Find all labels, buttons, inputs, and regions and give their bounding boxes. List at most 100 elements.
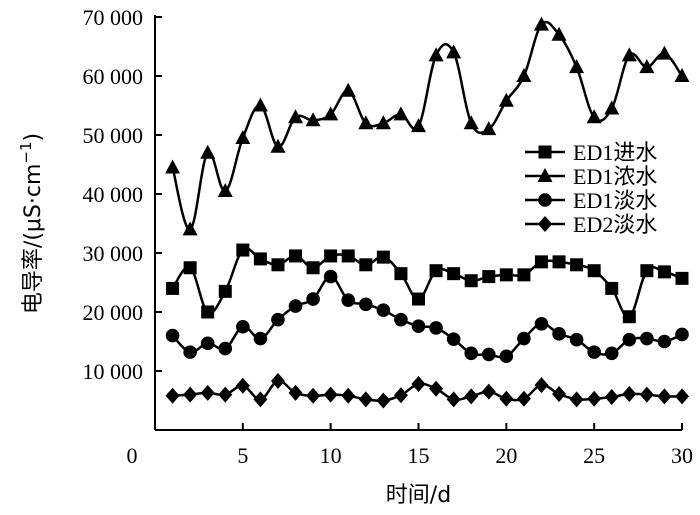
data-point-triangle bbox=[639, 59, 655, 74]
data-point-square bbox=[605, 281, 619, 295]
data-point-triangle bbox=[569, 59, 585, 74]
legend-item: ED1浓水 bbox=[525, 164, 657, 189]
x-tick-label: 25 bbox=[583, 443, 605, 468]
x-tick-label: 20 bbox=[495, 443, 517, 468]
data-point-triangle bbox=[604, 100, 620, 115]
data-point-diamond bbox=[657, 388, 672, 405]
x-tick-label: 15 bbox=[408, 443, 430, 468]
data-point-diamond bbox=[587, 390, 602, 407]
data-point-square bbox=[341, 249, 355, 263]
data-point-square bbox=[482, 270, 496, 284]
data-point-square bbox=[657, 265, 671, 279]
data-point-diamond bbox=[446, 391, 461, 408]
data-point-triangle bbox=[586, 109, 602, 124]
data-point-circle bbox=[183, 345, 197, 359]
data-point-circle bbox=[499, 349, 514, 364]
data-point-diamond bbox=[270, 373, 285, 390]
data-point-triangle bbox=[428, 47, 444, 62]
data-point-diamond bbox=[341, 387, 356, 404]
y-axis-title-superscript: −1 bbox=[17, 141, 35, 163]
data-point-square bbox=[218, 284, 232, 298]
legend-label: ED1淡水 bbox=[573, 188, 657, 213]
data-point-square bbox=[640, 264, 654, 278]
data-point-circle bbox=[429, 321, 443, 335]
data-point-triangle bbox=[533, 16, 549, 31]
legend-item: ED1进水 bbox=[525, 140, 657, 165]
data-point-square bbox=[447, 267, 461, 281]
data-point-diamond bbox=[411, 375, 426, 392]
data-point-square bbox=[517, 268, 531, 282]
data-point-diamond bbox=[464, 388, 479, 405]
data-point-diamond bbox=[200, 384, 215, 401]
data-point-square bbox=[306, 261, 320, 275]
data-point-circle bbox=[446, 332, 461, 346]
data-point-triangle bbox=[305, 112, 321, 127]
x-tick-label: 10 bbox=[320, 443, 342, 468]
data-point-triangle bbox=[235, 129, 251, 144]
data-point-diamond bbox=[622, 386, 637, 403]
data-point-square bbox=[394, 267, 408, 281]
y-tick-label: 50 000 bbox=[83, 123, 144, 148]
data-point-circle bbox=[569, 332, 584, 347]
x-tick-label: 30 bbox=[671, 443, 693, 468]
data-point-triangle bbox=[481, 121, 497, 136]
legend-marker-diamond bbox=[538, 216, 552, 232]
data-point-diamond bbox=[534, 377, 549, 394]
data-point-circle bbox=[464, 346, 479, 361]
series-2 bbox=[165, 16, 690, 236]
data-point-triangle bbox=[323, 106, 339, 121]
y-axis-title-close: ) bbox=[21, 133, 46, 142]
data-point-triangle bbox=[551, 26, 567, 41]
data-point-diamond bbox=[604, 388, 619, 405]
data-point-circle bbox=[481, 347, 496, 362]
x-tick-label: 5 bbox=[237, 443, 248, 468]
data-point-diamond bbox=[569, 391, 584, 408]
series-3 bbox=[165, 269, 689, 364]
series-4 bbox=[165, 373, 689, 409]
data-point-circle bbox=[200, 336, 215, 351]
series-1 bbox=[166, 243, 689, 324]
data-point-triangle bbox=[182, 221, 198, 236]
data-point-circle bbox=[657, 334, 672, 349]
legend-item: ED1淡水 bbox=[525, 188, 657, 213]
data-point-square bbox=[464, 274, 478, 288]
data-point-triangle bbox=[358, 115, 374, 130]
data-point-square bbox=[183, 261, 197, 275]
data-point-circle bbox=[236, 319, 250, 334]
legend-marker-triangle bbox=[537, 168, 553, 182]
x-tick-label: 0 bbox=[127, 443, 138, 468]
legend-marker-square bbox=[538, 145, 552, 159]
data-point-square bbox=[429, 264, 443, 278]
data-point-triangle bbox=[446, 44, 462, 59]
data-point-square bbox=[675, 271, 689, 285]
data-point-square bbox=[552, 255, 566, 269]
legend-label: ED1浓水 bbox=[573, 164, 657, 189]
y-axis-title-main: 电导率/(μS·cm bbox=[21, 164, 46, 314]
data-point-square bbox=[201, 305, 215, 319]
data-point-circle bbox=[534, 317, 549, 331]
y-axis-title: 电导率/(μS·cm−1) bbox=[17, 133, 46, 314]
data-point-circle bbox=[622, 332, 637, 347]
y-tick-label: 40 000 bbox=[83, 182, 144, 207]
series-layer bbox=[165, 16, 690, 409]
axis-ticks: 10 000 20 000 30 000 40 000 50 000 60 000 70 0… bbox=[83, 5, 694, 468]
legend-item: ED2淡水 bbox=[525, 212, 657, 237]
data-point-triangle bbox=[621, 47, 637, 62]
data-point-circle bbox=[165, 328, 180, 343]
data-point-circle bbox=[587, 345, 601, 359]
data-point-circle bbox=[552, 327, 566, 341]
data-point-diamond bbox=[376, 392, 391, 409]
data-point-triangle bbox=[498, 92, 514, 107]
data-point-diamond bbox=[183, 386, 198, 403]
data-point-diamond bbox=[516, 390, 531, 407]
data-point-triangle bbox=[165, 159, 181, 174]
data-point-circle bbox=[640, 331, 654, 346]
data-point-circle bbox=[675, 327, 689, 342]
data-point-triangle bbox=[200, 144, 216, 159]
data-point-square bbox=[253, 252, 267, 266]
data-point-diamond bbox=[358, 391, 373, 408]
data-point-diamond bbox=[253, 391, 268, 408]
x-axis-title: 时间/d bbox=[386, 483, 451, 508]
